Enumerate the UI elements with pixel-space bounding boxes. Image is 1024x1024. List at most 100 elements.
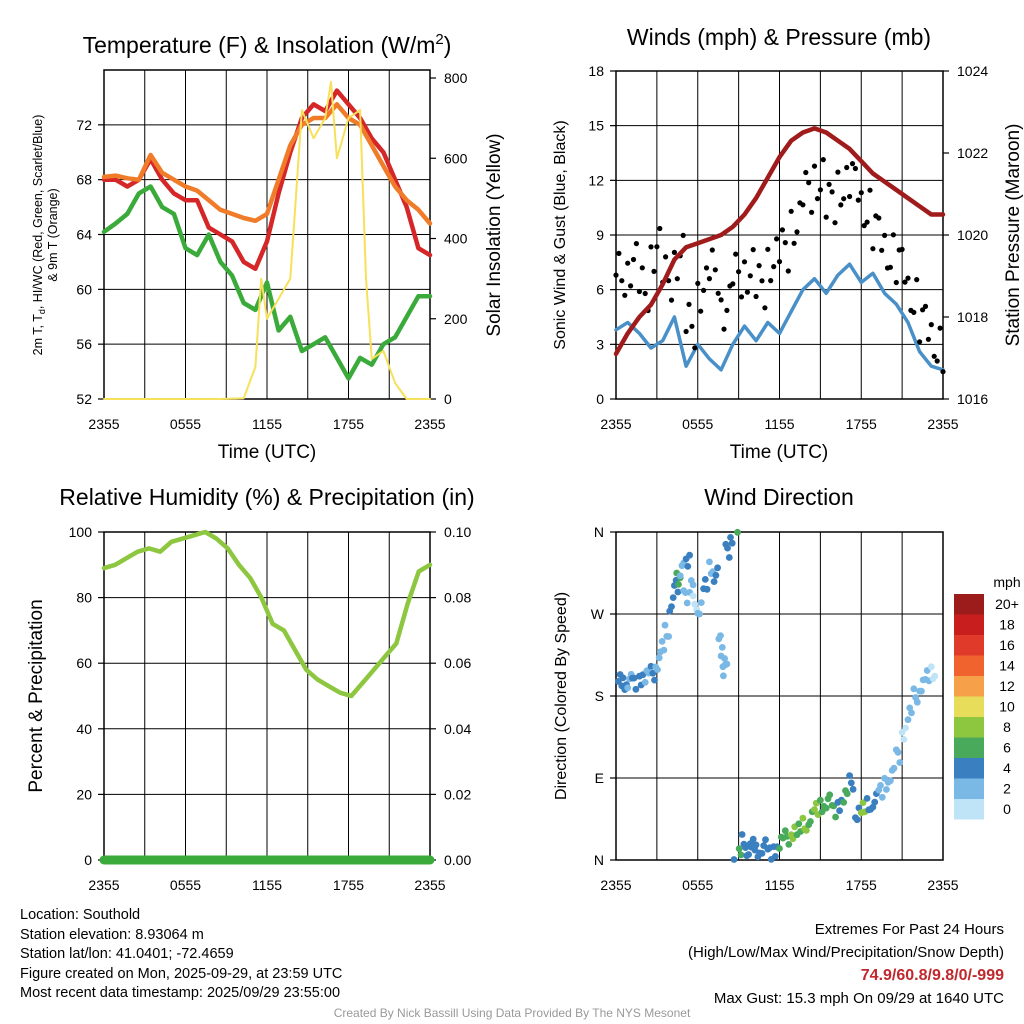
wind-ytick: 9 [596,227,604,243]
wind-gust-point [622,292,628,298]
wind-gust-point [695,280,701,286]
wind-gust-point [636,288,643,295]
wind-gust-point [887,264,894,270]
dir-point [660,646,668,654]
wind-gust-point [712,267,718,273]
rh-xtick: 1755 [333,877,364,893]
rh-xtick: 2355 [88,877,119,893]
dir-point [776,845,783,852]
temp-xtick: 1755 [333,416,364,432]
wind-gust-point [841,196,847,202]
dir-legend-swatch [954,778,984,799]
wind-gust-point [736,269,742,275]
elevation-text: Station elevation: 8.93064 m [20,926,204,943]
wind-gust-point [867,187,873,193]
wind-gust-point [814,196,821,202]
dir-point [742,844,749,851]
wind-gust-point [654,244,660,250]
wind-y2tick: 1022 [957,145,988,161]
temp-xtick: 2355 [88,416,119,432]
wind-gust-point [879,247,885,253]
wind-gust-point [817,187,824,193]
rh-y2tick: 0.04 [444,721,471,737]
dir-point [624,684,632,692]
dir-legend-label: 12 [999,678,1015,694]
wind-gust-point [774,236,780,242]
wind-gust-point [628,283,634,289]
extremes-panel: Extremes For Past 24 Hours (High/Low/Max… [688,918,1004,1010]
dir-point [762,836,769,844]
wind-ytick: 3 [596,336,604,352]
temp-ytick: 56 [76,336,92,352]
wind-gust-point [771,264,777,270]
dir-xtick: 2355 [600,877,631,893]
dir-point [811,806,818,813]
wind-ytick: 15 [588,118,604,134]
temp-xtick: 0555 [170,416,201,432]
dir-point [728,539,736,547]
dir-title: Wind Direction [704,484,854,510]
rh-title: Relative Humidity (%) & Precipitation (i… [59,484,474,510]
wind-gust-point [920,307,926,313]
dir-point [745,851,752,858]
dir-point [896,759,904,766]
dir-point [847,779,855,787]
dir-legend-label: 20+ [995,596,1019,612]
dir-point [913,698,921,706]
wind-gust-point [779,227,786,233]
wind-gust-point [747,273,753,279]
wind-gust-point [861,223,867,229]
dir-point [758,850,766,857]
wind-gust-point [917,339,923,345]
wind-gust-point [744,289,751,295]
dir-point [669,594,677,601]
wind-gust-point [668,297,675,303]
dir-point [785,841,793,848]
temp-xlabel: Time (UTC) [218,442,317,463]
dir-point [654,666,661,673]
wind-gust-point [838,202,844,208]
dir-legend-label: 10 [999,699,1015,715]
dir-point [701,576,709,583]
temp-ytick: 72 [76,117,92,133]
dir-point [832,813,839,821]
wind-gust-point [882,232,888,238]
rh-ytick: 20 [76,786,92,802]
dir-xtick: 1755 [846,877,877,893]
wind-sonic-line [614,262,945,372]
wind-gust-point [823,214,829,220]
wind-ytick: 6 [596,282,604,298]
credit-text: Created By Nick Bassill Using Data Provi… [333,1006,691,1020]
dir-legend-swatch [954,758,984,779]
dir-point [908,709,915,717]
dir-xtick: 2355 [927,877,958,893]
wind-gust-point [759,278,765,284]
wind-title: Winds (mph) & Pressure (mb) [627,24,931,50]
wind-gust-point [703,265,710,271]
dir-point [703,585,711,593]
wind-gust-point [785,268,791,274]
dir-point [714,564,721,572]
temp-ylabel-line2: & 9m T (Orange) [46,188,60,281]
wind-gust-point [937,325,943,331]
wind-gust-point [844,164,850,171]
dir-legend-label: 2 [1003,781,1011,797]
dir-point [724,544,731,552]
temp-y2tick: 800 [444,70,468,86]
rh-y2tick: 0.06 [444,655,471,671]
dir-point [738,831,746,838]
dir-point [887,777,894,785]
dir-legend-title: mph [993,574,1020,590]
wind-gust-point [829,189,835,195]
dir-legend-label: 4 [1003,760,1011,776]
wind-gust-point [899,246,905,252]
wind-gust-point [741,259,748,265]
wind-gust-point [803,169,809,176]
wind-ytick: 0 [596,391,604,407]
wind-gust-point [914,277,920,283]
dir-point [836,807,843,815]
rh-ytick: 0 [84,852,92,868]
rh-humidity-line [101,529,433,699]
wind-gust-point [738,294,745,300]
